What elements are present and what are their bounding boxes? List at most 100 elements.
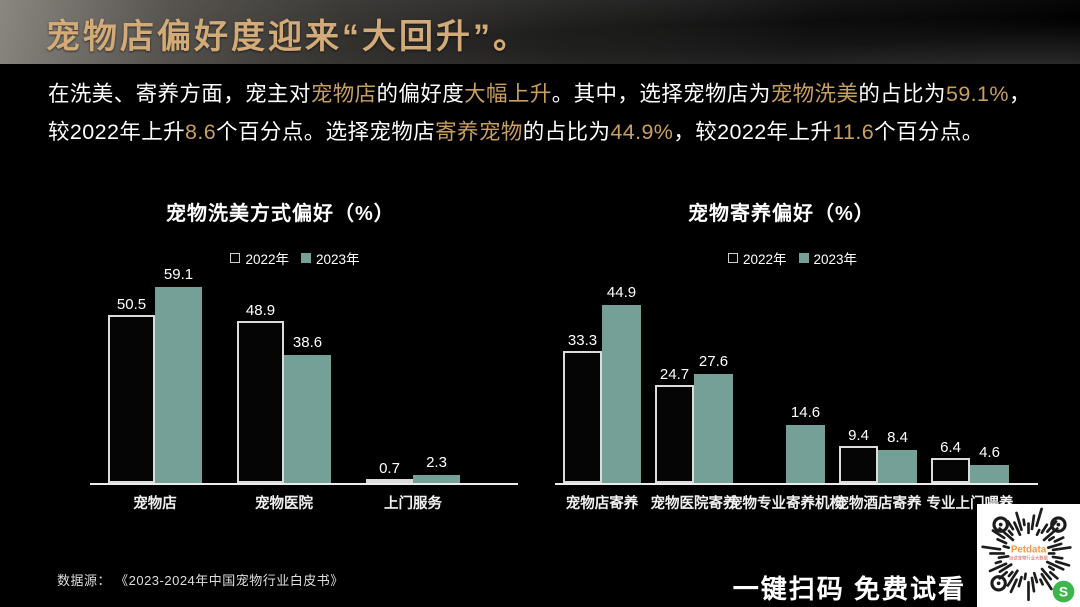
bar-slot: 0.7 — [366, 260, 413, 483]
bar-2023-宠物店寄养: 44.9 — [602, 284, 641, 483]
bar-group: 6.4 4.6 专业上门喂养 — [927, 260, 1014, 512]
wechat-badge-icon — [1052, 580, 1075, 603]
bar-2022-上门服务: 0.7 — [366, 460, 413, 483]
bar-group: 14.6 宠物专业寄养机构 — [728, 260, 844, 512]
bar-value-label: 24.7 — [659, 366, 690, 383]
chart-title: 宠物寄养偏好（%） — [688, 203, 875, 225]
legend-swatch — [798, 253, 809, 263]
legend-swatch — [301, 253, 311, 263]
intro-segment: 的占比为 — [522, 119, 611, 144]
intro-segment: ，较2022年上升 — [48, 82, 1031, 144]
chart-plot: 33.3 44.9 宠物店寄养 24.7 27.6 宠物医院寄养 14.6 宠物专业寄养机构 9… — [555, 260, 1038, 512]
legend-item-2023: 2023年 — [798, 248, 858, 268]
bar-group: 33.3 44.9 宠物店寄养 — [563, 260, 641, 512]
bar-value-label: 38.6 — [292, 334, 323, 351]
intro-segment: ，较2022年上升 — [673, 119, 833, 144]
intro-highlight: 8.6 — [185, 119, 217, 144]
category-label: 宠物酒店寄养 — [834, 496, 922, 512]
bar-value-label: 48.9 — [245, 302, 276, 319]
intro-highlight: 44.9% — [610, 119, 674, 144]
legend-item-2022: 2022年 — [727, 248, 787, 268]
bar-slot: 48.9 — [237, 260, 284, 483]
bar-slot: 9.4 — [839, 260, 878, 483]
intro-segment: 的占比为 — [858, 82, 946, 106]
bar-slot: 44.9 — [602, 260, 641, 483]
bar-value-label: 27.6 — [698, 353, 729, 370]
intro-highlight: 11.6 — [832, 119, 875, 144]
bar-2023-专业上门喂养: 4.6 — [970, 444, 1009, 483]
legend-item-2023: 2023年 — [301, 248, 360, 268]
legend-item-2022: 2022年 — [230, 248, 289, 268]
wechat-badge-glyph: S — [1059, 584, 1068, 600]
bar-value-label: 14.6 — [790, 404, 821, 421]
bar-2022-专业上门喂养: 6.4 — [931, 439, 970, 483]
bar-slot: 2.3 — [413, 260, 460, 483]
bar-value-label: 4.6 — [979, 444, 1000, 461]
bar-2023-宠物医院: 38.6 — [284, 334, 331, 483]
intro-highlight: 宠物店 — [310, 82, 377, 106]
intro-segment: 个百分点。选择宠物店 — [216, 119, 436, 144]
bar-value-label: 8.4 — [887, 429, 908, 446]
legend-label: 2023年 — [316, 252, 360, 267]
legend-swatch — [230, 253, 241, 263]
qr-code: Petdata 派读宠物行业大数据 S — [977, 504, 1080, 607]
category-label: 宠物店寄养 — [565, 496, 639, 512]
page-title: 宠物店偏好度迎来“大回升”。 — [46, 18, 530, 56]
legend-label: 2022年 — [742, 252, 787, 267]
legend-label: 2022年 — [245, 252, 289, 267]
chart-legend: 2022年 2023年 — [555, 248, 1030, 268]
bar-slot: 38.6 — [284, 260, 331, 483]
bar-slot: 50.5 — [108, 260, 155, 483]
category-label: 上门服务 — [384, 496, 442, 512]
bar-slot: 8.4 — [878, 260, 917, 483]
bar-2023-宠物酒店寄养: 8.4 — [878, 429, 917, 483]
bar-group: 50.5 59.1 宠物店 — [108, 260, 202, 512]
qr-brand-text: Petdata — [1011, 544, 1047, 555]
data-source-note: 数据源： 《2023-2024年中国宠物行业白皮书》 — [57, 573, 344, 588]
chart-plot: 50.5 59.1 宠物店 48.9 38.6 宠物医院 0.7 2.3 上门服务 — [90, 260, 518, 512]
bar-slot: 24.7 — [655, 260, 694, 483]
bar-slot: 27.6 — [694, 260, 733, 483]
intro-highlight: 宠物洗美 — [770, 82, 859, 106]
chart-boarding-preference: 宠物寄养偏好（%） 2022年 2023年 33.3 44.9 宠物店寄养 24.7 27… — [555, 195, 1038, 525]
bar-slot — [747, 260, 786, 483]
bar-value-label: 0.7 — [379, 460, 400, 477]
bar-value-label: 2.3 — [426, 454, 447, 471]
bar-2023-上门服务: 2.3 — [413, 454, 460, 483]
bar-group: 48.9 38.6 宠物医院 — [237, 260, 331, 512]
bar-slot: 6.4 — [931, 260, 970, 483]
intro-segment: 个百分点。 — [874, 119, 984, 144]
bar-2022-宠物店寄养: 33.3 — [563, 332, 602, 483]
category-label: 宠物医院寄养 — [650, 496, 738, 512]
bar-2022-宠物店: 50.5 — [108, 296, 155, 483]
chart-grooming-preference: 宠物洗美方式偏好（%） 2022年 2023年 50.5 59.1 宠物店 48.9 38… — [90, 195, 518, 525]
chart-legend: 2022年 2023年 — [90, 248, 500, 268]
legend-swatch — [727, 253, 738, 263]
intro-segment: 在洗美、寄养方面，宠主对 — [48, 82, 311, 106]
bar-group: 0.7 2.3 上门服务 — [366, 260, 460, 512]
bar-group: 24.7 27.6 宠物医院寄养 — [651, 260, 738, 512]
scan-cta-text: 一键扫码 免费试看 — [732, 574, 966, 604]
bar-value-label: 50.5 — [116, 296, 147, 313]
intro-highlight: 大幅上升 — [464, 82, 552, 106]
chart-title: 宠物洗美方式偏好（%） — [166, 203, 395, 225]
qr-code-graphic: Petdata 派读宠物行业大数据 S — [981, 507, 1075, 603]
bar-2022-宠物医院寄养: 24.7 — [655, 366, 694, 483]
category-label: 宠物店 — [133, 496, 177, 512]
bar-value-label: 33.3 — [567, 332, 598, 349]
bar-value-label: 59.1 — [163, 266, 194, 283]
bar-slot: 59.1 — [155, 260, 202, 483]
intro-text: 在洗美、寄养方面，宠主对宠物店的偏好度大幅上升。其中，选择宠物店为宠物洗美的占比… — [48, 76, 1043, 151]
bar-2023-宠物医院寄养: 27.6 — [694, 353, 733, 483]
bar-value-label: 9.4 — [848, 427, 869, 444]
legend-label: 2023年 — [813, 252, 858, 267]
intro-highlight: 59.1% — [945, 82, 1009, 106]
intro-highlight: 寄养宠物 — [435, 119, 523, 144]
qr-center-clear — [1011, 536, 1046, 571]
intro-segment: 的偏好度 — [376, 82, 465, 106]
bar-slot: 4.6 — [970, 260, 1009, 483]
intro-segment: 。其中，选择宠物店为 — [551, 82, 771, 106]
bar-value-label: 6.4 — [940, 439, 961, 456]
header-banner: 宠物店偏好度迎来“大回升”。 — [0, 0, 1080, 64]
